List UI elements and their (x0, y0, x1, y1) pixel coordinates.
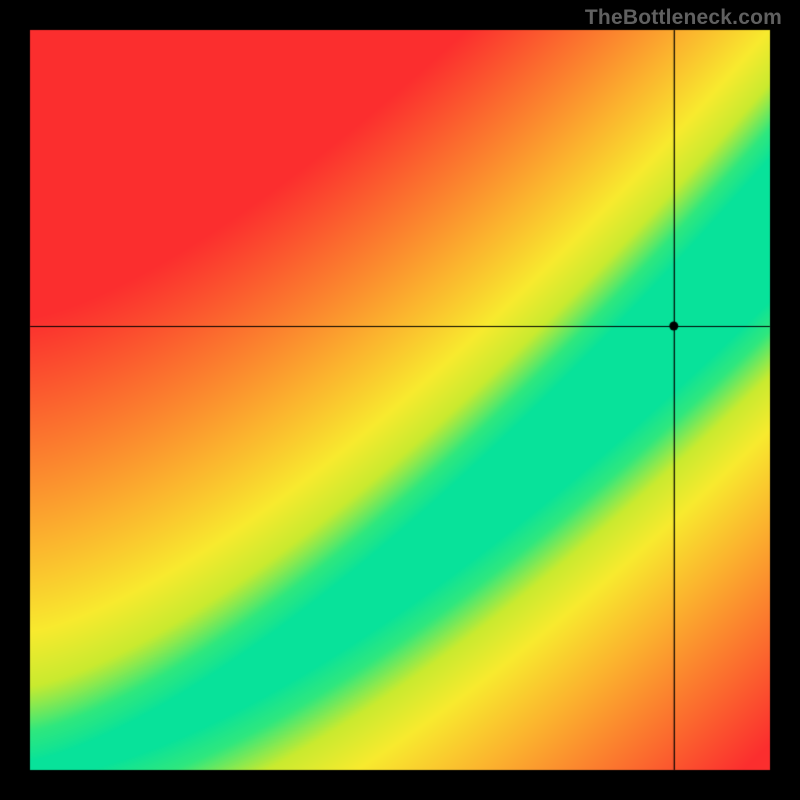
crosshair-overlay (0, 0, 800, 800)
watermark-text: TheBottleneck.com (585, 6, 782, 30)
chart-container: TheBottleneck.com (0, 0, 800, 800)
